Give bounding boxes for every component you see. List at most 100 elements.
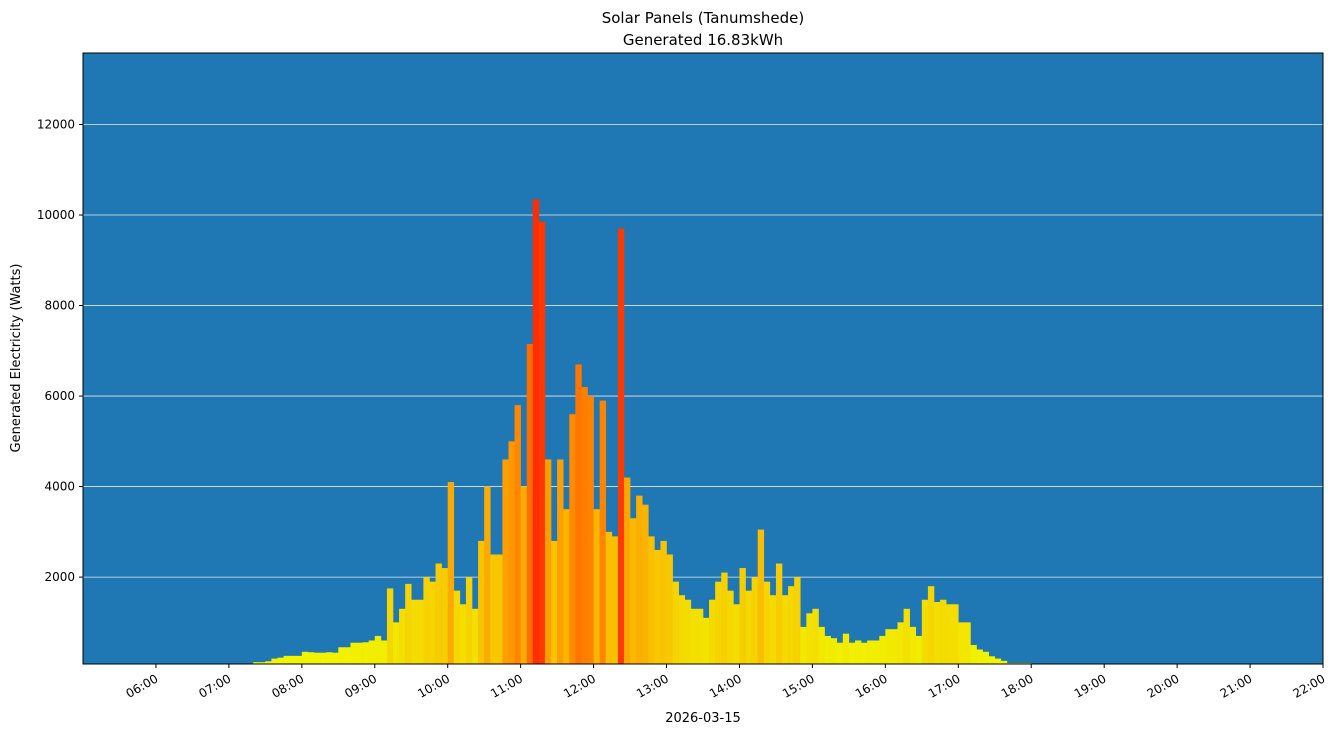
bar — [806, 613, 812, 664]
bar — [977, 650, 983, 664]
bar — [916, 636, 922, 664]
bar — [721, 573, 727, 664]
bar — [648, 536, 654, 664]
y-tick-label: 2000 — [44, 570, 75, 584]
bar — [667, 554, 673, 664]
bar — [746, 591, 752, 664]
bar — [436, 564, 442, 664]
bar — [533, 199, 539, 664]
x-tick-label: 10:00 — [415, 671, 452, 700]
bar — [545, 459, 551, 664]
bar — [581, 387, 587, 664]
bar — [527, 344, 533, 664]
bar — [703, 618, 709, 664]
bar — [423, 577, 429, 664]
bar — [691, 609, 697, 664]
bar — [867, 640, 873, 664]
x-tick-label: 15:00 — [780, 671, 817, 700]
bar — [600, 401, 606, 664]
x-tick-label: 22:00 — [1291, 671, 1328, 700]
x-tick-label: 08:00 — [269, 671, 306, 700]
bar — [314, 653, 320, 664]
x-tick-label: 13:00 — [634, 671, 671, 700]
bar — [454, 591, 460, 664]
bar — [654, 550, 660, 664]
bar — [557, 459, 563, 664]
bar — [861, 643, 867, 664]
bar — [758, 530, 764, 664]
x-tick-label: 11:00 — [488, 671, 525, 700]
bar — [636, 496, 642, 664]
y-axis-label: Generated Electricity (Watts) — [9, 264, 24, 453]
bar — [472, 609, 478, 664]
bar — [393, 622, 399, 664]
bar — [478, 541, 484, 664]
bar — [697, 609, 703, 664]
x-tick-label: 20:00 — [1145, 671, 1182, 700]
bar — [284, 656, 290, 664]
bar — [825, 636, 831, 664]
bar — [958, 622, 964, 664]
bar — [320, 653, 326, 664]
x-tick-label: 16:00 — [853, 671, 890, 700]
bar — [594, 509, 600, 664]
x-tick-label: 06:00 — [123, 671, 160, 700]
bar — [891, 629, 897, 664]
x-tick-label: 21:00 — [1218, 671, 1255, 700]
bar — [970, 645, 976, 664]
y-tick-label: 4000 — [44, 480, 75, 494]
bar — [575, 364, 581, 664]
bar — [873, 640, 879, 664]
bar — [831, 638, 837, 664]
bar — [344, 647, 350, 664]
bar — [922, 600, 928, 664]
bar — [843, 634, 849, 664]
bar — [338, 647, 344, 664]
bar — [855, 640, 861, 664]
bar — [484, 487, 490, 664]
bar — [727, 591, 733, 664]
x-tick-label: 09:00 — [342, 671, 379, 700]
bar — [375, 636, 381, 664]
bar — [618, 229, 624, 664]
x-axis-label: 2026-03-15 — [665, 711, 741, 726]
bar — [296, 656, 302, 664]
bar — [326, 652, 332, 664]
bar — [569, 414, 575, 664]
bar — [357, 643, 363, 664]
bar — [752, 577, 758, 664]
bar — [405, 584, 411, 664]
bar — [508, 441, 514, 664]
bar — [442, 568, 448, 664]
bar — [278, 658, 284, 664]
x-tick-label: 14:00 — [707, 671, 744, 700]
bar — [381, 640, 387, 664]
bar — [387, 588, 393, 664]
bar — [417, 600, 423, 664]
bar — [709, 600, 715, 664]
bar — [904, 609, 910, 664]
bar — [928, 586, 934, 664]
bar — [934, 602, 940, 664]
bar — [849, 643, 855, 664]
bar — [642, 505, 648, 664]
bar — [515, 405, 521, 664]
bar — [879, 636, 885, 664]
x-tick-label: 12:00 — [561, 671, 598, 700]
bar — [302, 652, 308, 664]
bar — [964, 622, 970, 664]
bar — [946, 604, 952, 664]
bar — [885, 629, 891, 664]
bar — [940, 600, 946, 664]
bar — [910, 627, 916, 664]
bar — [685, 600, 691, 664]
x-tick-label: 19:00 — [1072, 671, 1109, 700]
bar — [812, 609, 818, 664]
bar — [551, 541, 557, 664]
bar — [290, 656, 296, 664]
bar — [782, 595, 788, 664]
bar — [369, 640, 375, 664]
bar — [563, 509, 569, 664]
bar — [660, 541, 666, 664]
